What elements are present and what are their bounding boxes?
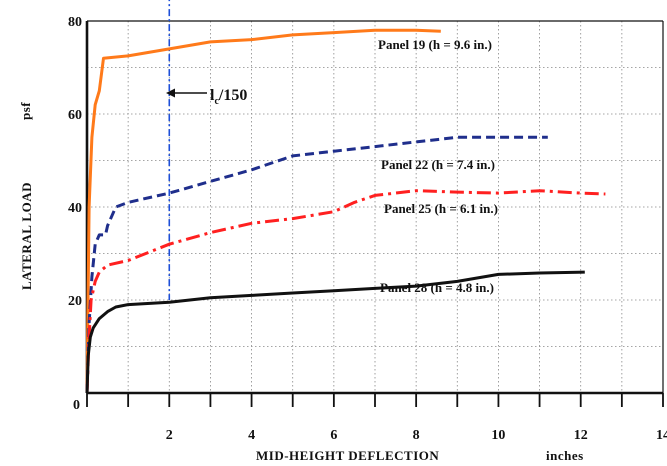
- x-tick-label: 12: [574, 428, 588, 443]
- x-axis-unit: inches: [546, 448, 584, 463]
- series-line-4: [85, 270, 585, 394]
- y-tick-label: 0: [73, 398, 80, 413]
- y-axis-label: LATERAL LOAD: [19, 182, 34, 290]
- series-lines: [85, 28, 606, 394]
- series-line-2: [85, 135, 548, 394]
- x-tick-label: 4: [248, 428, 255, 443]
- series-label-panel-22: Panel 22 (h = 7.4 in.): [381, 157, 495, 172]
- reference-arrow: [166, 88, 207, 98]
- x-tick-label: 14: [656, 428, 667, 443]
- x-axis-ticks: 2 4 6 8 10 12 14: [86, 393, 667, 443]
- series-label-panel-25: Panel 25 (h = 6.1 in.): [384, 201, 498, 216]
- y-axis-unit: psf: [18, 102, 33, 120]
- reference-label-rest: /150: [218, 87, 247, 104]
- series-label-panel-28: Panel 28 (h = 4.8 in.): [380, 280, 494, 295]
- x-tick-label: 8: [413, 428, 420, 443]
- x-tick-label: 6: [330, 428, 337, 443]
- x-tick-label: 2: [166, 428, 173, 443]
- y-tick-label: 40: [68, 201, 82, 216]
- x-tick-label: 10: [491, 428, 505, 443]
- y-tick-label: 60: [68, 108, 82, 123]
- grid-lines: [87, 21, 663, 393]
- reference-label-sub: c: [214, 96, 219, 107]
- reference-label-l: l: [210, 87, 215, 104]
- series-label-panel-19: Panel 19 (h = 9.6 in.): [378, 37, 492, 52]
- y-tick-label: 80: [68, 15, 82, 30]
- series-line-3: [85, 189, 606, 394]
- x-axis-label: MID-HEIGHT DEFLECTION: [256, 448, 439, 463]
- series-line-1: [85, 28, 441, 394]
- y-tick-label: 20: [68, 294, 82, 309]
- y-axis-ticks: 0 20 40 60 80: [68, 15, 82, 413]
- reference-line-label: lc/150: [210, 87, 247, 107]
